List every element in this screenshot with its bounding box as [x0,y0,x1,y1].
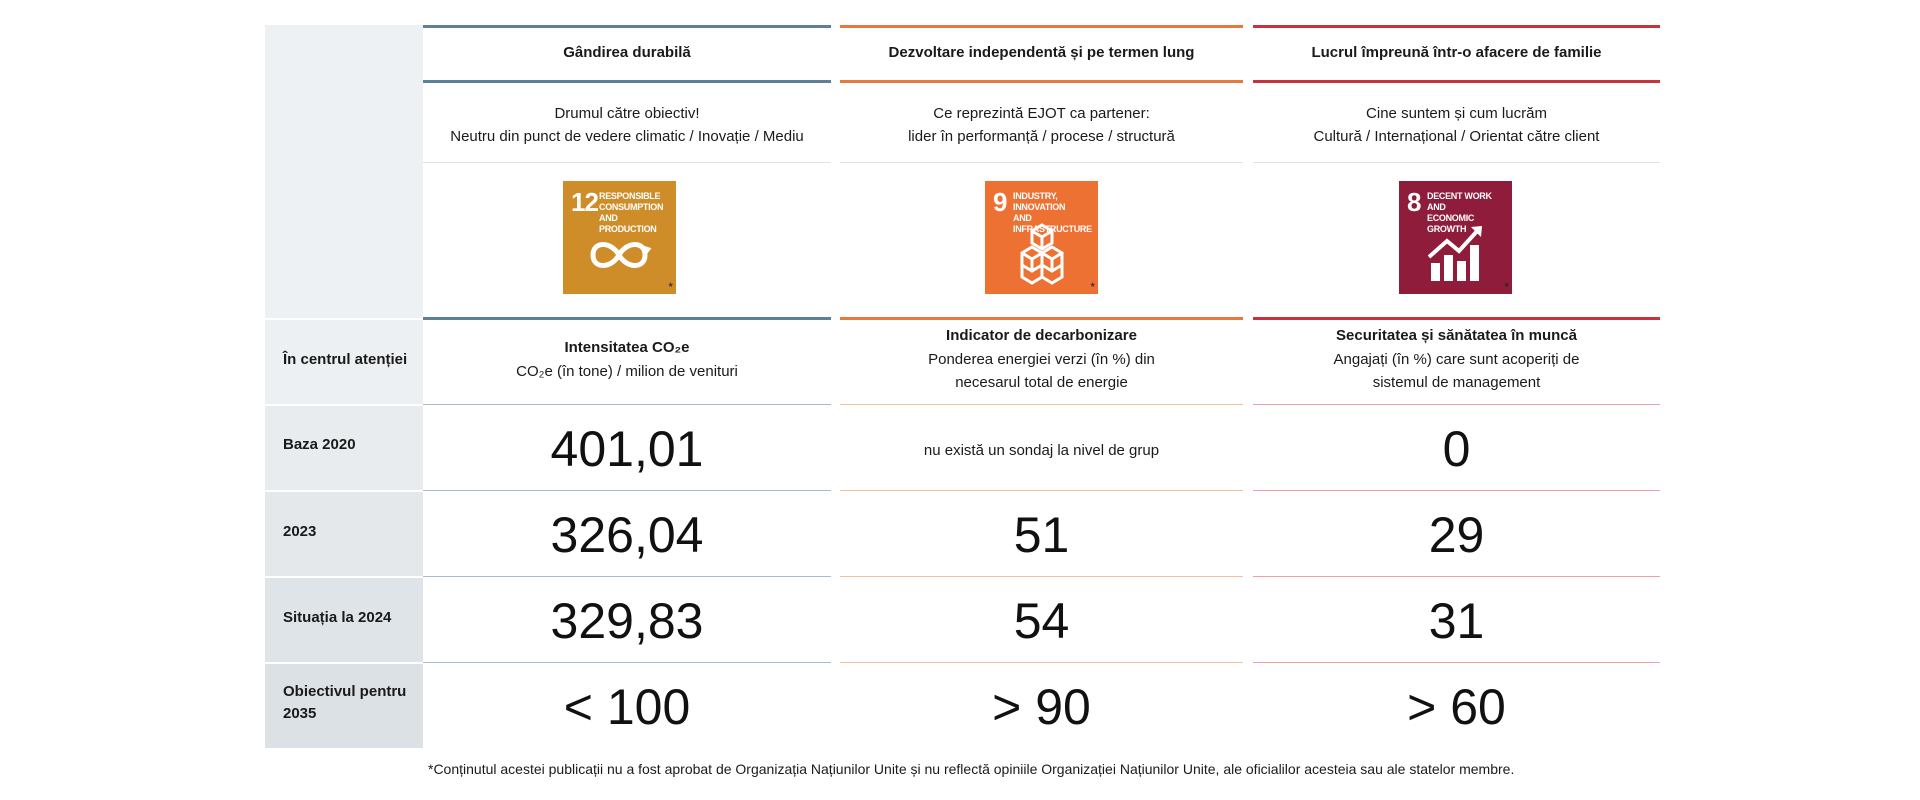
sdg-label-line3: AND PRODUCTION [599,213,657,234]
sdg-label-line2: AND INFRASTRUCTURE [1013,213,1092,234]
column-subtitle-line2: Cultură / Internațional / Orientat către… [1313,128,1600,145]
row-label-target-line1: Obiectivul pentru [283,683,407,700]
focus-subtitle-line1: CO₂e (în tone) / milion de venituri [516,363,738,380]
value-2023: 326,04 [550,507,704,563]
row-rule-2024 [423,662,831,663]
focus-title: Intensitatea CO₂e [564,339,690,356]
focus-top-rule [840,317,1243,320]
header-bottom-rule [1253,80,1660,83]
subtitle-rule [1253,162,1660,163]
header-top-rule [840,25,1243,28]
sdg9-badge: 9 INDUSTRY, INNOVATION AND INFRASTRUCTUR… [985,181,1098,294]
value-2024: 31 [1428,593,1485,649]
column-sustainable-thinking: Gândirea durabilă Drumul către obiectiv!… [423,0,831,760]
sdg-number: 12 [571,187,599,217]
row-rule-2024 [1253,662,1660,663]
value-2023: 51 [1013,507,1070,563]
row-label-base: Baza 2020 [283,436,356,453]
row-label-focus: În centrul atenției [283,351,408,368]
focus-top-rule [1253,317,1660,320]
row-rule-focus [1253,404,1660,405]
sdg-label: INDUSTRY, INNOVATION AND INFRASTRUCTURE [1013,191,1095,235]
column-title: Lucrul împreună într-o afacere de famili… [1311,44,1602,61]
subtitle-rule [840,162,1243,163]
header-top-rule [423,25,831,28]
row-rule-2023 [1253,576,1660,577]
cubes-icon [1020,223,1064,285]
column-family-business: Lucrul împreună într-o afacere de famili… [1253,0,1660,760]
value-2023: 29 [1428,507,1485,563]
value-2024: 54 [1013,593,1070,649]
focus-title: Indicator de decarbonizare [946,327,1137,344]
sdg-label: RESPONSIBLE CONSUMPTION AND PRODUCTION [599,191,673,235]
sdg-label-line1: INDUSTRY, INNOVATION [1013,191,1066,212]
sdg-label-line1: RESPONSIBLE [599,191,661,201]
label-cell-focus [265,320,423,404]
value-base-2020: nu există un sondaj la nivel de grup [923,442,1160,459]
row-label-2024: Situația la 2024 [283,609,392,626]
growth-chart-icon [1427,226,1482,281]
focus-subtitle-line1: Angajați (în %) care sunt acoperiți de [1333,351,1580,368]
column-subtitle-line2: Neutru din punct de vedere climatic / In… [450,128,804,145]
column-title: Dezvoltare independentă și pe termen lun… [888,44,1195,61]
sdg-label: DECENT WORK AND ECONOMIC GROWTH [1427,191,1509,235]
column-subtitle-line1: Ce reprezintă EJOT ca partener: [933,105,1150,122]
sdg-label-line2: CONSUMPTION [599,202,664,212]
sdg-number: 9 [993,187,1008,217]
row-rule-focus [840,404,1243,405]
focus-title: Securitatea și sănătatea în muncă [1336,327,1577,344]
row-rule-base [840,490,1243,491]
column-subtitle-line1: Cine suntem și cum lucrăm [1366,105,1547,122]
value-target-2035: > 60 [1407,679,1506,735]
asterisk-mark: * [668,280,673,294]
header-top-rule [1253,25,1660,28]
focus-subtitle-line1: Ponderea energiei verzi (în %) din [928,351,1155,368]
column-subtitle-line2: lider în performanță / procese / structu… [908,128,1175,145]
value-base-2020: 0 [1442,421,1471,477]
value-2024: 329,83 [550,593,704,649]
asterisk-mark: * [1504,280,1509,294]
row-rule-base [1253,490,1660,491]
label-cell-2024 [265,578,423,662]
row-label-2023: 2023 [283,523,317,540]
subtitle-rule [423,162,831,163]
focus-subtitle-line2: sistemul de management [1372,374,1541,391]
label-cell-target [265,664,423,748]
row-label-target-line2: 2035 [283,705,317,722]
row-rule-2023 [423,576,831,577]
label-column-top [265,25,423,318]
focus-subtitle-line2: necesarul total de energie [955,374,1128,391]
value-target-2035: > 90 [992,679,1091,735]
sdg12-badge: 12 RESPONSIBLE CONSUMPTION AND PRODUCTIO… [563,181,676,294]
footnote: *Conținutul acestei publicații nu a fost… [428,761,1515,777]
row-rule-focus [423,404,831,405]
label-cell-base [265,406,423,490]
column-title: Gândirea durabilă [563,44,691,61]
row-rule-base [423,490,831,491]
focus-top-rule [423,317,831,320]
sdg-label-line2: ECONOMIC GROWTH [1427,213,1475,234]
sdg8-badge: 8 DECENT WORK AND ECONOMIC GROWTH * [1399,181,1512,294]
value-base-2020: 401,01 [550,421,704,477]
asterisk-mark: * [1090,280,1095,294]
value-target-2035: < 100 [563,679,691,735]
column-subtitle-line1: Drumul către obiectiv! [554,105,700,122]
row-rule-2024 [840,662,1243,663]
label-cell-2023 [265,492,423,576]
row-rule-2023 [840,576,1243,577]
infinity-icon [590,242,652,268]
header-bottom-rule [423,80,831,83]
header-bottom-rule [840,80,1243,83]
sdg-label-line1: DECENT WORK AND [1427,191,1492,212]
sdg-number: 8 [1407,187,1422,217]
column-independent-development: Dezvoltare independentă și pe termen lun… [840,0,1243,760]
